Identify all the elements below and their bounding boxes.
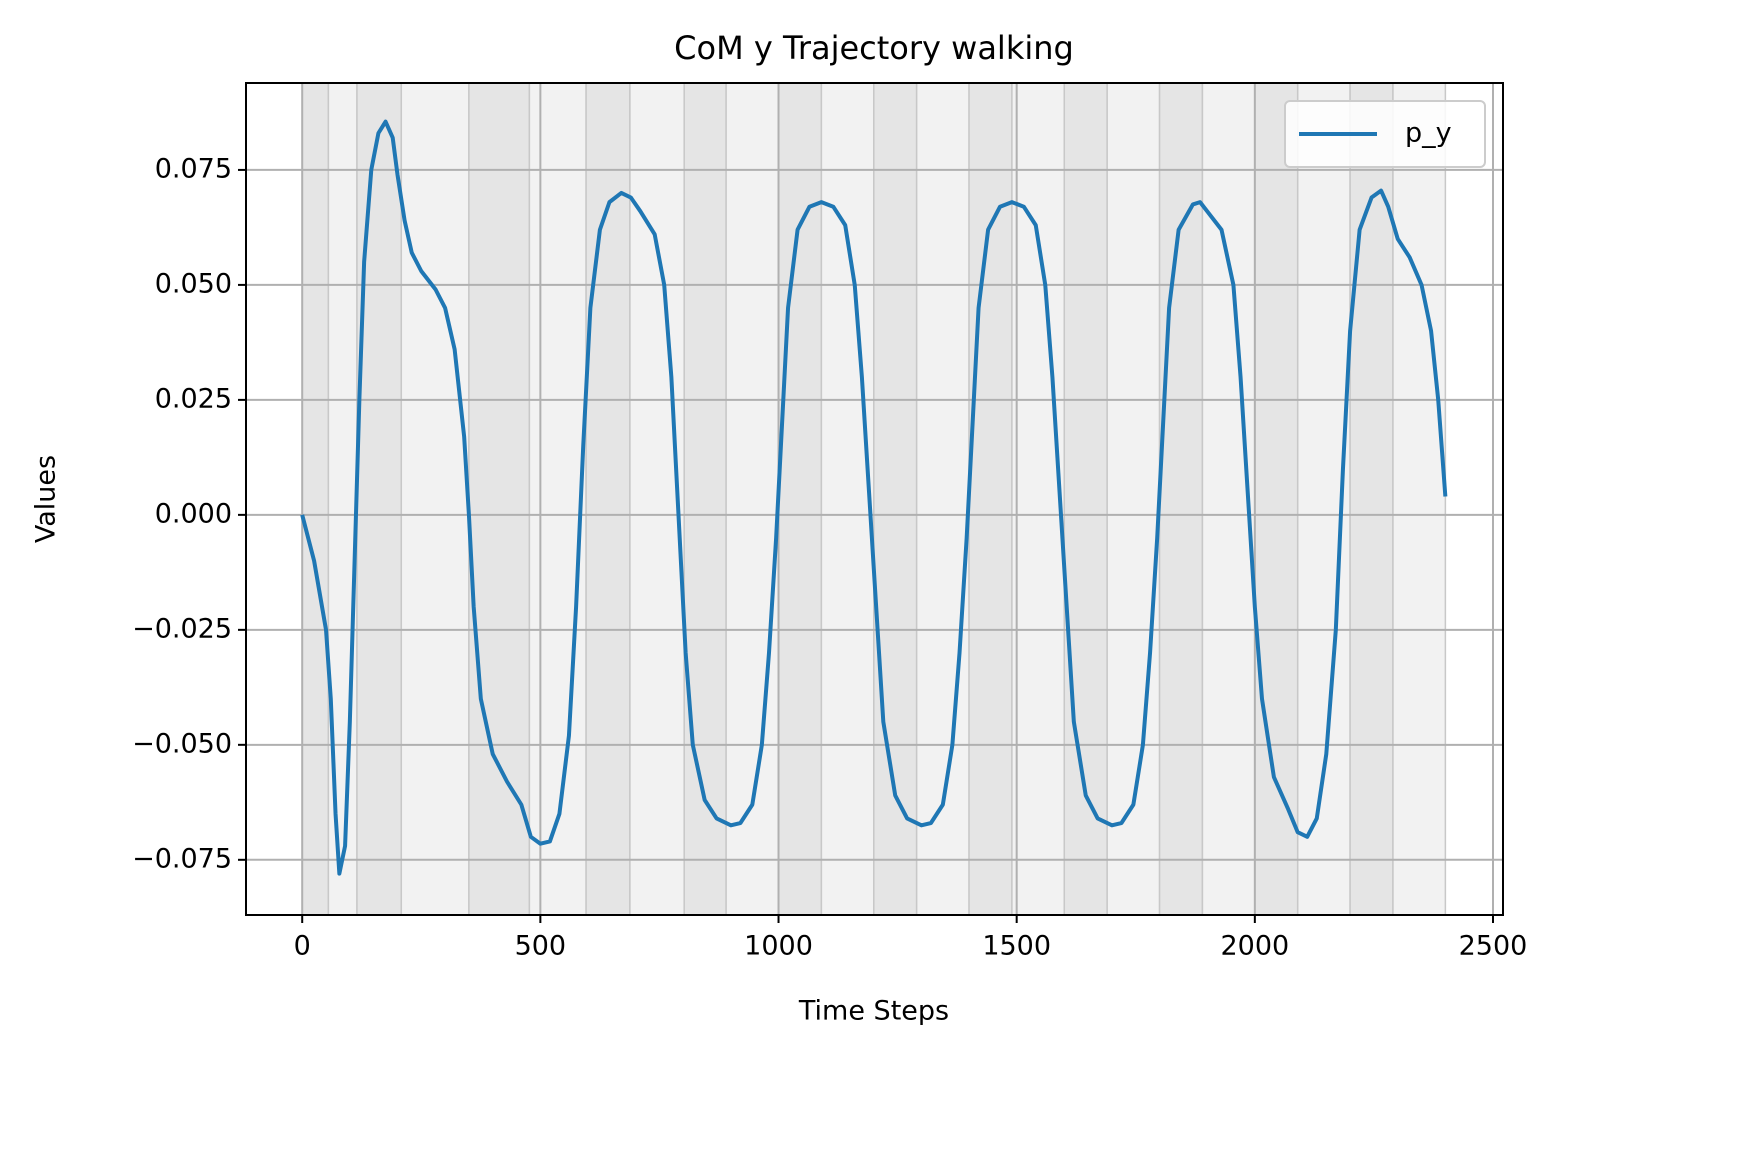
phase-span [468,82,531,916]
phase-span [1392,82,1447,916]
y-tick-label: −0.050 [132,728,232,759]
phase-span [777,82,823,916]
phase-span [400,82,470,916]
phase-span [585,82,631,916]
phase-span [1349,82,1394,916]
y-tick-label: −0.075 [132,843,232,874]
x-tick-label: 500 [515,931,567,962]
phase-span [1011,82,1066,916]
phase-span [725,82,780,916]
y-tick-label: 0.075 [155,153,232,184]
y-axis-label: Values [31,455,62,543]
data-line [300,119,1448,876]
legend-box [1284,100,1486,168]
phase-span [968,82,1013,916]
phase-span [301,82,330,916]
y-tick-label: 0.050 [155,268,232,299]
y-tick-label: 0.000 [155,498,232,529]
phase-span [1254,82,1299,916]
phase-span [356,82,403,916]
phase-span [820,82,875,916]
y-tick-label: 0.025 [155,383,232,414]
legend-label: p_y [1405,118,1452,149]
phase-span [1201,82,1256,916]
x-tick-label: 2000 [1220,931,1289,962]
x-tick-label: 1000 [744,931,813,962]
phase-span [683,82,727,916]
x-tick-label: 2500 [1459,931,1528,962]
x-axis-label: Time Steps [798,996,949,1027]
phase-span [528,82,587,916]
x-tick-label: 0 [294,931,311,962]
chart-title: CoM y Trajectory walking [674,29,1074,67]
phase-span [1106,82,1161,916]
phase-span [915,82,970,916]
phase-span [1158,82,1204,916]
plot-frame [245,82,1504,916]
y-tick-label: −0.025 [132,613,232,644]
x-tick-label: 1500 [982,931,1051,962]
